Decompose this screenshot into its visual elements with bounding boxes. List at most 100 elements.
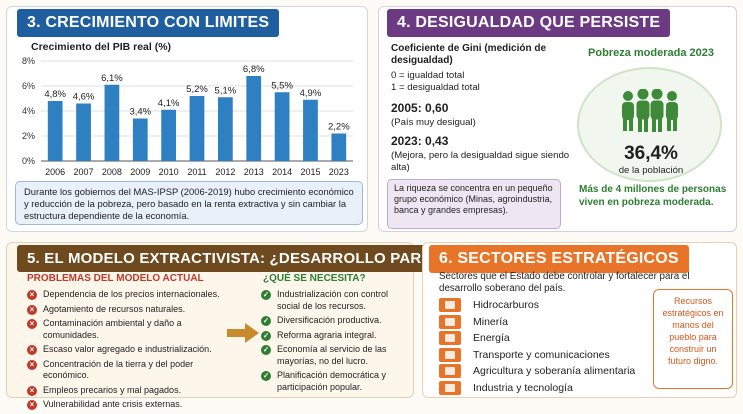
x-tick-label: 2007 bbox=[74, 167, 94, 177]
x-circle-icon: × bbox=[27, 359, 37, 370]
bar-value-label: 4,9% bbox=[300, 88, 322, 99]
sector-label: Hidrocarburos bbox=[473, 299, 539, 311]
problem-item: × Escaso valor agregado e industrializaci… bbox=[27, 344, 237, 356]
check-circle-icon: ✓ bbox=[261, 290, 271, 300]
need-item: ✓ Industrialización con control social de… bbox=[261, 289, 411, 312]
problem-item-text: Vulnerabilidad ante crisis externas. bbox=[43, 399, 183, 409]
bar-value-label: 3,4% bbox=[129, 107, 151, 118]
need-item-text: Planificación democrática y participació… bbox=[277, 370, 387, 392]
poverty-sub: de la población bbox=[618, 165, 684, 176]
need-item-text: Reforma agraria integral. bbox=[277, 329, 377, 340]
gini-title: Coeficiente de Gini (medición de desigua… bbox=[391, 43, 547, 66]
gini-2023: 2023: 0,43 bbox=[391, 134, 449, 148]
section-inequality: 4. DESIGUALDAD QUE PERSISTE Coeficiente … bbox=[378, 6, 737, 232]
bar-value-label: 6,1% bbox=[101, 73, 123, 84]
chart-title: Crecimiento del PIB real (%) bbox=[31, 41, 172, 53]
need-item: ✓ Planificación democrática y participaci… bbox=[261, 370, 411, 393]
x-circle-icon: × bbox=[27, 304, 37, 315]
y-tick-label: 0% bbox=[22, 156, 35, 166]
bar-2007 bbox=[76, 103, 91, 161]
wealth-note-box: La riqueza se concentra en un pequeño gr… bbox=[387, 179, 561, 229]
problem-item-text: Escaso valor agregado e industrializació… bbox=[43, 344, 212, 354]
problem-item: × Empleos precarios y mal pagados. bbox=[27, 385, 237, 397]
bar-2008 bbox=[104, 84, 120, 161]
bar-2015 bbox=[303, 99, 318, 161]
section-growth: 3. CRECIMIENTO CON LIMITES Crecimiento d… bbox=[6, 6, 368, 232]
problem-item: × Vulnerabilidad ante crisis externas. bbox=[27, 399, 237, 411]
bar-value-label: 4,1% bbox=[158, 98, 180, 109]
bar-value-label: 5,1% bbox=[215, 85, 237, 96]
x-circle-icon: × bbox=[27, 400, 37, 410]
check-circle-icon: ✓ bbox=[261, 330, 271, 341]
y-tick-label: 2% bbox=[22, 131, 35, 141]
callout-box: Recursos estratégicos en manos del puebl… bbox=[653, 289, 733, 389]
sector-item: Agricultura y soberanía alimentaria bbox=[439, 364, 649, 378]
sectors-list: Hidrocarburos Minería Energía Transporte y … bbox=[439, 298, 649, 397]
problem-item-text: Empleos precarios y mal pagados. bbox=[43, 384, 182, 395]
arrow-right-icon bbox=[227, 323, 259, 343]
sector-label: Agricultura y soberanía alimentaria bbox=[473, 365, 636, 377]
x-tick-label: 2015 bbox=[300, 167, 320, 177]
sector-item: Hidrocarburos bbox=[439, 298, 649, 312]
need-item: ✓ Reforma agraria integral. bbox=[261, 330, 411, 342]
gini-zero: 0 = igualdad total bbox=[391, 70, 465, 81]
x-tick-label: 2023 bbox=[329, 167, 349, 177]
growth-note-box: Durante los gobiernos del MAS-IPSP (2006… bbox=[15, 181, 363, 225]
wealth-note: La riqueza se concentra en un pequeño gr… bbox=[394, 183, 553, 215]
sector-label: Minería bbox=[473, 315, 509, 328]
x-tick-label: 2008 bbox=[102, 167, 122, 177]
bar-2006 bbox=[47, 101, 63, 161]
x-tick-label: 2009 bbox=[130, 167, 150, 177]
problem-item-text: Dependencia de los precios internacional… bbox=[43, 289, 220, 299]
x-circle-icon: × bbox=[27, 345, 37, 355]
bar-2011 bbox=[189, 96, 205, 161]
poverty-title: Pobreza moderada 2023 bbox=[588, 47, 714, 59]
check-circle-icon: ✓ bbox=[261, 316, 271, 326]
sector-label: Industria y tecnología bbox=[473, 381, 573, 394]
y-tick-label: 6% bbox=[22, 81, 35, 91]
sectors-intro: Sectores que el Estado debe controlar y … bbox=[439, 271, 690, 294]
x-circle-icon: × bbox=[27, 290, 37, 300]
needs-list: ✓ Industrialización con control social de… bbox=[261, 289, 411, 396]
x-tick-label: 2014 bbox=[272, 167, 292, 177]
problem-item: × Dependencia de los precios internaciona… bbox=[27, 289, 237, 301]
problem-item: × Concentración de la tierra y del poder … bbox=[27, 359, 237, 382]
bar-2013 bbox=[246, 76, 262, 161]
lightbulb-icon bbox=[439, 331, 461, 345]
section-inequality-header: 4. DESIGUALDAD QUE PERSISTE bbox=[387, 9, 671, 37]
sector-item: Transporte y comunicaciones bbox=[439, 347, 649, 362]
x-tick-label: 2011 bbox=[187, 167, 206, 177]
truck-icon bbox=[439, 347, 461, 362]
bar-value-label: 4,6% bbox=[73, 92, 95, 103]
section-growth-header: 3. CRECIMIENTO CON LIMITES bbox=[17, 9, 280, 37]
sector-label: Energía bbox=[473, 332, 510, 344]
bar-value-label: 6,8% bbox=[243, 64, 265, 75]
bar-2010 bbox=[161, 109, 177, 161]
section-extractivism: 5. EL MODELO EXTRACTIVISTA: ¿DESARROLLO … bbox=[6, 242, 505, 410]
y-tick-label: 8% bbox=[22, 56, 35, 66]
problems-title: PROBLEMAS DEL MODELO ACTUAL bbox=[27, 273, 204, 284]
x-tick-label: 2010 bbox=[159, 167, 179, 177]
y-tick-label: 4% bbox=[22, 106, 35, 116]
need-item-text: Economía al servicio de las mayorías, no… bbox=[277, 344, 387, 366]
problem-item-text: Concentración de la tierra y del poder e… bbox=[43, 358, 194, 381]
bar-value-label: 4,8% bbox=[44, 89, 66, 100]
x-tick-label: 2013 bbox=[244, 167, 264, 177]
oil-pump-icon bbox=[439, 298, 461, 312]
gini-one: 1 = desigualdad total bbox=[391, 82, 480, 93]
poverty-circle bbox=[577, 67, 722, 182]
gini-2023-note: (Mejora, pero la desigualdad sigue siend… bbox=[391, 150, 570, 173]
bar-2009 bbox=[132, 118, 148, 161]
need-item: ✓ Economía al servicio de las mayorías, n… bbox=[261, 344, 411, 367]
gdp-bar-chart: 0% 2% 4% 6% 8% 4,8% 2006 4,6% 2007 6,1% 2008 3,4% 20… bbox=[22, 56, 353, 177]
need-item-text: Industrialización con control social de … bbox=[277, 289, 389, 311]
x-tick-label: 2012 bbox=[215, 167, 235, 177]
bar-2023 bbox=[331, 133, 347, 161]
callout-text: Recursos estratégicos en manos del puebl… bbox=[662, 296, 724, 366]
bar-value-label: 2,2% bbox=[328, 122, 350, 133]
bar-value-label: 5,5% bbox=[271, 80, 293, 91]
check-circle-icon: ✓ bbox=[261, 345, 271, 355]
bar-2012 bbox=[217, 97, 233, 161]
people-group-icon bbox=[622, 89, 678, 132]
section-strategic-header: 6. SECTORES ESTRATÉGICOS bbox=[429, 245, 689, 273]
